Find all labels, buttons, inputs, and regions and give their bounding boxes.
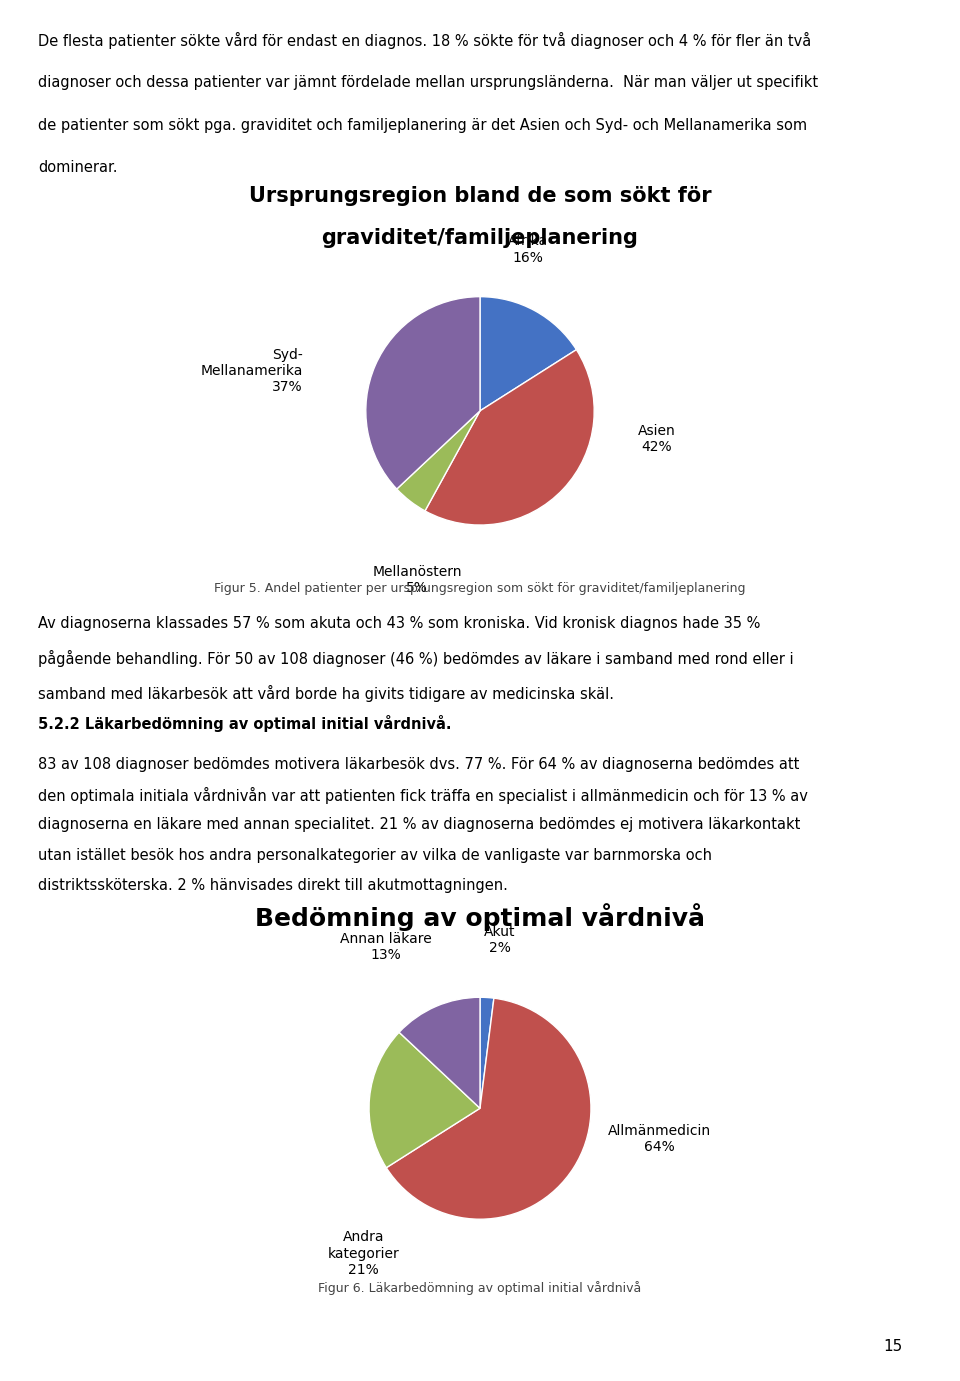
Text: Av diagnoserna klassades 57 % som akuta och 43 % som kroniska. Vid kronisk diagn: Av diagnoserna klassades 57 % som akuta … [38, 616, 760, 631]
Text: den optimala initiala vårdnivån var att patienten fick träffa en specialist i al: den optimala initiala vårdnivån var att … [38, 787, 808, 804]
Text: diagnoser och dessa patienter var jämnt fördelade mellan ursprungsländerna.  När: diagnoser och dessa patienter var jämnt … [38, 75, 819, 90]
Text: Figur 5. Andel patienter per ursprungsregion som sökt för graviditet/familjeplan: Figur 5. Andel patienter per ursprungsre… [214, 581, 746, 595]
Text: Ursprungsregion bland de som sökt för: Ursprungsregion bland de som sökt för [249, 186, 711, 206]
Text: 5.2.2 Läkarbedömning av optimal initial vårdnivå.: 5.2.2 Läkarbedömning av optimal initial … [38, 715, 452, 732]
Text: Bedömning av optimal vårdnivå: Bedömning av optimal vårdnivå [255, 903, 705, 931]
Text: Mellanöstern
5%: Mellanöstern 5% [372, 565, 462, 595]
Text: Allmänmedicin
64%: Allmänmedicin 64% [609, 1124, 711, 1155]
Text: Asien
42%: Asien 42% [638, 424, 676, 454]
Text: 83 av 108 diagnoser bedömdes motivera läkarbesök dvs. 77 %. För 64 % av diagnose: 83 av 108 diagnoser bedömdes motivera lä… [38, 757, 800, 772]
Text: distriktssköterska. 2 % hänvisades direkt till akutmottagningen.: distriktssköterska. 2 % hänvisades direk… [38, 878, 508, 894]
Wedge shape [369, 1032, 480, 1168]
Wedge shape [366, 297, 480, 489]
Text: diagnoserna en läkare med annan specialitet. 21 % av diagnoserna bedömdes ej mot: diagnoserna en läkare med annan speciali… [38, 818, 801, 833]
Text: samband med läkarbesök att vård borde ha givits tidigare av medicinska skäl.: samband med läkarbesök att vård borde ha… [38, 685, 614, 702]
Text: 15: 15 [883, 1340, 902, 1353]
Text: Figur 6. Läkarbedömning av optimal initial vårdnivå: Figur 6. Läkarbedömning av optimal initi… [319, 1282, 641, 1295]
Wedge shape [386, 998, 591, 1219]
Text: dominerar.: dominerar. [38, 160, 118, 175]
Text: Syd-
Mellanamerika
37%: Syd- Mellanamerika 37% [201, 348, 303, 394]
Wedge shape [396, 412, 480, 511]
Text: De flesta patienter sökte vård för endast en diagnos. 18 % sökte för två diagnos: De flesta patienter sökte vård för endas… [38, 32, 811, 48]
Wedge shape [480, 997, 493, 1108]
Wedge shape [480, 297, 576, 412]
Text: utan istället besök hos andra personalkategorier av vilka de vanligaste var barn: utan istället besök hos andra personalka… [38, 848, 712, 863]
Text: Andra
kategorier
21%: Andra kategorier 21% [327, 1230, 399, 1276]
Text: graviditet/familjeplanering: graviditet/familjeplanering [322, 228, 638, 249]
Text: Afrika
16%: Afrika 16% [508, 235, 548, 265]
Wedge shape [425, 349, 594, 525]
Wedge shape [399, 997, 480, 1108]
Text: de patienter som sökt pga. graviditet och familjeplanering är det Asien och Syd-: de patienter som sökt pga. graviditet oc… [38, 117, 807, 133]
Text: pågående behandling. För 50 av 108 diagnoser (46 %) bedömdes av läkare i samband: pågående behandling. För 50 av 108 diagn… [38, 650, 794, 667]
Text: Akut
2%: Akut 2% [484, 925, 516, 956]
Text: Annan läkare
13%: Annan läkare 13% [340, 932, 432, 961]
